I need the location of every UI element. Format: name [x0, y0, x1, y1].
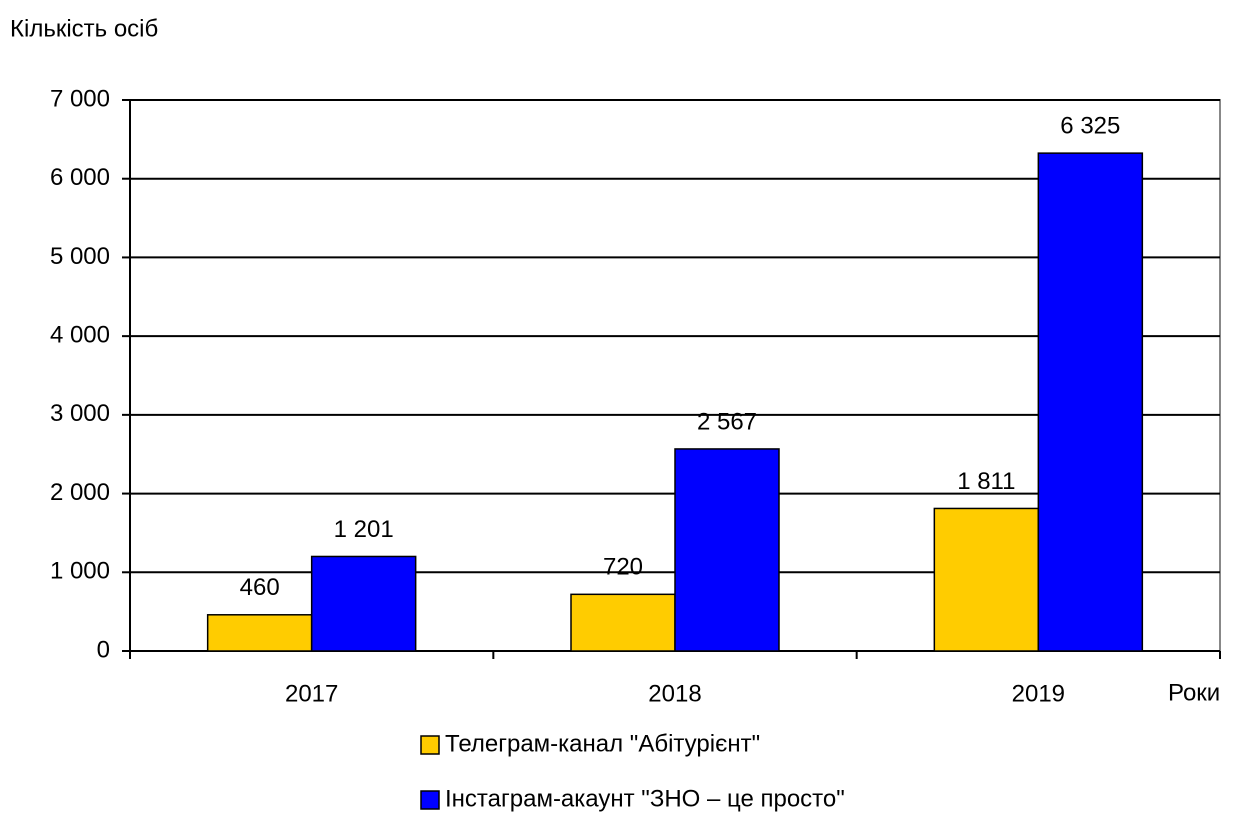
y-tick-label: 6 000	[50, 164, 110, 191]
bar	[1037, 152, 1144, 652]
bar	[933, 507, 1040, 652]
y-tick-label: 1 000	[50, 558, 110, 585]
legend-swatch	[420, 735, 440, 755]
y-tick-label: 7 000	[50, 85, 110, 112]
y-tick-label: 5 000	[50, 243, 110, 270]
y-tick-label: 4 000	[50, 321, 110, 348]
bar	[206, 614, 313, 652]
bar	[674, 448, 780, 652]
value-label: 1 201	[334, 516, 394, 543]
y-axis-label: Кількість осіб	[10, 15, 158, 42]
value-label: 460	[240, 574, 280, 601]
x-tick-label: 2019	[1012, 680, 1065, 707]
x-tick-label: 2018	[648, 680, 701, 707]
legend-swatch	[420, 790, 440, 810]
bar	[570, 593, 676, 652]
y-tick-label: 2 000	[50, 479, 110, 506]
x-axis-label: Роки	[1168, 679, 1220, 706]
value-label: 6 325	[1060, 112, 1120, 139]
value-label: 2 567	[697, 408, 757, 435]
y-tick-label: 3 000	[50, 400, 110, 427]
legend-label: Інстаграм-акаунт "ЗНО – це просто"	[445, 785, 845, 812]
x-tick-label: 2017	[285, 680, 338, 707]
bar	[310, 555, 417, 652]
y-tick-label: 0	[97, 636, 110, 663]
legend-label: Телеграм-канал "Абітурієнт"	[445, 730, 760, 757]
value-label: 720	[603, 554, 643, 581]
value-label: 1 811	[957, 468, 1015, 495]
